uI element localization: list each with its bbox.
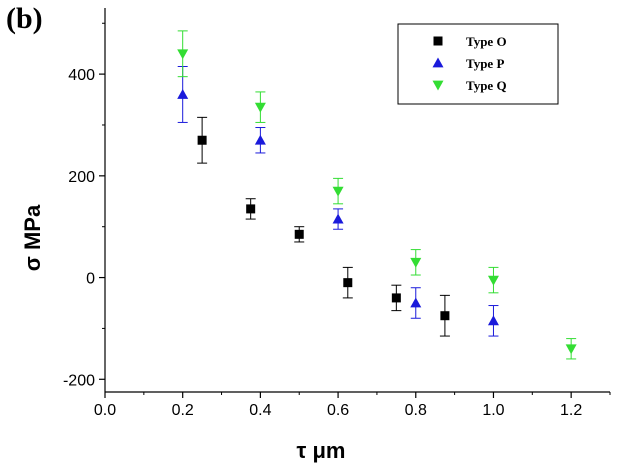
- legend-marker: [433, 36, 443, 46]
- plot-area: [177, 30, 577, 360]
- data-point: [177, 49, 189, 60]
- data-point: [254, 134, 266, 145]
- data-point: [177, 88, 189, 99]
- x-tick-label: 0.0: [94, 402, 116, 419]
- y-axis-title: σ MPa: [20, 204, 45, 271]
- data-point: [332, 186, 344, 197]
- x-tick-label: 0.8: [405, 402, 427, 419]
- data-point: [343, 278, 353, 288]
- data-point: [487, 315, 499, 326]
- legend: Type O Type P Type Q: [397, 23, 559, 105]
- data-point: [410, 297, 422, 308]
- legend-marker: [432, 57, 444, 68]
- axes: 0.0 0.2 0.4 0.6 0.8 1.0 1.2 -200 0 200 400: [63, 8, 611, 419]
- legend-label: Type Q: [466, 78, 507, 93]
- x-tick-label: 0.2: [172, 402, 194, 419]
- data-point: [391, 293, 401, 303]
- y-tick-label: 400: [68, 67, 95, 84]
- y-tick-label: 200: [68, 169, 95, 186]
- data-point: [487, 275, 499, 286]
- data-point: [440, 311, 450, 321]
- data-point: [294, 229, 304, 239]
- x-tick-label: 0.6: [327, 402, 349, 419]
- series-type-o: [197, 116, 450, 337]
- data-point: [197, 135, 207, 145]
- data-point: [332, 213, 344, 224]
- y-tick-label: 0: [86, 271, 95, 288]
- x-tick-label: 1.0: [482, 402, 504, 419]
- legend-label: Type O: [466, 34, 507, 49]
- legend-marker: [432, 80, 444, 91]
- y-tick-label: -200: [63, 372, 95, 389]
- legend-label: Type P: [466, 56, 504, 71]
- data-point: [410, 257, 422, 268]
- data-point: [246, 204, 256, 214]
- data-point: [565, 344, 577, 355]
- series-type-q: [177, 30, 577, 360]
- x-axis-title: τ μm: [297, 438, 346, 463]
- x-tick-label: 1.2: [560, 402, 582, 419]
- data-point: [254, 102, 266, 113]
- panel-label: (b): [6, 2, 43, 35]
- x-tick-label: 0.4: [249, 402, 271, 419]
- legend-box: [397, 23, 559, 105]
